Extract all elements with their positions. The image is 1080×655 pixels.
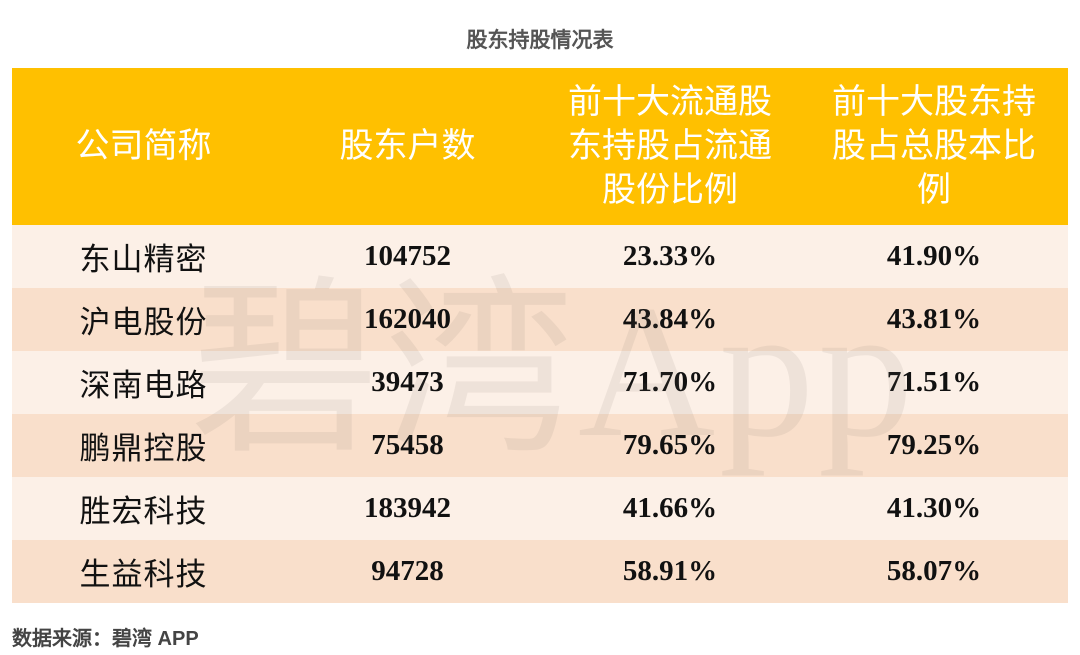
header-cell: 股东户数 (275, 68, 540, 225)
value-cell: 41.30% (800, 477, 1068, 540)
table-row: 鹏鼎控股 75458 79.65% 79.25% (12, 414, 1068, 477)
value-cell: 75458 (275, 414, 540, 477)
table-row: 胜宏科技 183942 41.66% 41.30% (12, 477, 1068, 540)
value-cell: 94728 (275, 540, 540, 603)
header-cell: 前十大流通股东持股占流通股份比例 (540, 68, 800, 225)
header-cell: 前十大股东持股占总股本比例 (800, 68, 1068, 225)
value-cell: 79.25% (800, 414, 1068, 477)
value-cell: 58.91% (540, 540, 800, 603)
value-cell: 58.07% (800, 540, 1068, 603)
company-cell: 鹏鼎控股 (12, 414, 275, 477)
value-cell: 71.51% (800, 351, 1068, 414)
value-cell: 183942 (275, 477, 540, 540)
value-cell: 43.81% (800, 288, 1068, 351)
company-cell: 东山精密 (12, 225, 275, 288)
table-row: 生益科技 94728 58.91% 58.07% (12, 540, 1068, 603)
table-head: 公司简称 股东户数 前十大流通股东持股占流通股份比例 前十大股东持股占总股本比例 (12, 68, 1068, 225)
source-note: 数据来源：碧湾 APP (12, 628, 199, 650)
value-cell: 162040 (275, 288, 540, 351)
company-cell: 生益科技 (12, 540, 275, 603)
table: 公司简称 股东户数 前十大流通股东持股占流通股份比例 前十大股东持股占总股本比例 东山… (12, 68, 1068, 603)
value-cell: 23.33% (540, 225, 800, 288)
value-cell: 71.70% (540, 351, 800, 414)
company-cell: 深南电路 (12, 351, 275, 414)
table-row: 东山精密 104752 23.33% 41.90% (12, 225, 1068, 288)
table-body: 东山精密 104752 23.33% 41.90% 沪电股份 162040 43.84% 43… (12, 225, 1068, 603)
header-cell: 公司简称 (12, 68, 275, 225)
value-cell: 41.90% (800, 225, 1068, 288)
header-row: 公司简称 股东户数 前十大流通股东持股占流通股份比例 前十大股东持股占总股本比例 (12, 68, 1068, 225)
title: 股东持股情况表 (466, 29, 614, 52)
table-row: 深南电路 39473 71.70% 71.51% (12, 351, 1068, 414)
value-cell: 43.84% (540, 288, 800, 351)
value-cell: 104752 (275, 225, 540, 288)
value-cell: 79.65% (540, 414, 800, 477)
company-cell: 胜宏科技 (12, 477, 275, 540)
value-cell: 39473 (275, 351, 540, 414)
company-cell: 沪电股份 (12, 288, 275, 351)
table-row: 沪电股份 162040 43.84% 43.81% (12, 288, 1068, 351)
value-cell: 41.66% (540, 477, 800, 540)
